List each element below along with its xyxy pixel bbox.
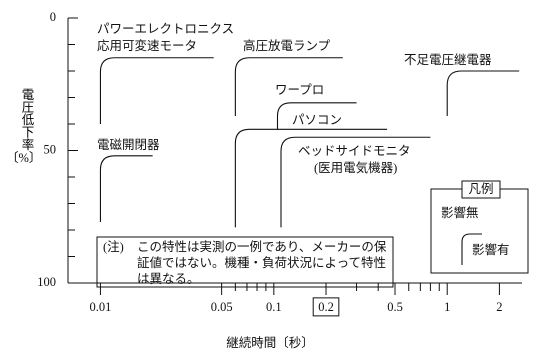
curve-label: パソコン	[292, 113, 342, 127]
curve-label: ワープロ	[275, 83, 324, 97]
x-tick-box	[312, 297, 340, 317]
y-axis-label-box: 電圧低下率 〔%〕	[12, 88, 40, 166]
note-line: 証値ではない。機種・負荷状況によって特性	[137, 255, 386, 270]
curve-label: パワーエレクトロニクス	[97, 22, 234, 36]
y-tick-label: 0	[50, 10, 56, 24]
y-axis-label: 電圧低下率	[19, 88, 34, 151]
curve-label: 電磁開閉器	[97, 137, 160, 152]
curve	[446, 70, 520, 117]
legend-item: 影響無	[441, 205, 479, 220]
y-tick-label: 50	[44, 142, 57, 156]
legend-symbol	[461, 233, 482, 265]
x-tick-label: 0.01	[90, 300, 112, 314]
legend-box	[430, 188, 529, 274]
curve	[280, 136, 431, 228]
note-line: は異なる。	[137, 272, 200, 286]
curve-label: 応用可変速モータ	[97, 38, 197, 53]
y-axis-label-wrap: 電圧低下率 〔%〕	[12, 88, 40, 166]
x-tick-label: 0.5	[387, 300, 403, 314]
x-tick-label: 2	[496, 300, 502, 314]
legend-title: 凡例	[468, 182, 493, 196]
note-line: この特性は実測の一例であり、メーカーの保	[137, 239, 387, 254]
curve	[99, 155, 153, 223]
curve	[234, 128, 388, 228]
x-axis-label: 継続時間〔秒〕	[226, 335, 314, 350]
curve-label: (医用電気機器)	[314, 160, 397, 175]
curve-label: 不足電圧継電器	[404, 52, 492, 67]
x-tick-label: 0.2	[318, 300, 334, 314]
note-prefix: (注)	[103, 239, 124, 254]
x-tick-label: 0.05	[211, 300, 233, 314]
curve	[276, 102, 357, 130]
note-box	[96, 236, 394, 288]
y-axis-unit: 〔%〕	[12, 150, 40, 165]
legend-item: 影響有	[472, 242, 510, 257]
curve	[234, 57, 343, 117]
curve-label: ベッドサイドモニタ	[298, 144, 411, 158]
x-tick-label: 1	[444, 300, 450, 314]
curve-label: 高圧放電ランプ	[243, 38, 331, 53]
legend-title-box	[461, 180, 501, 199]
curve	[99, 57, 214, 124]
y-tick-label: 100	[37, 275, 56, 289]
x-tick-label: 0.1	[266, 300, 282, 314]
